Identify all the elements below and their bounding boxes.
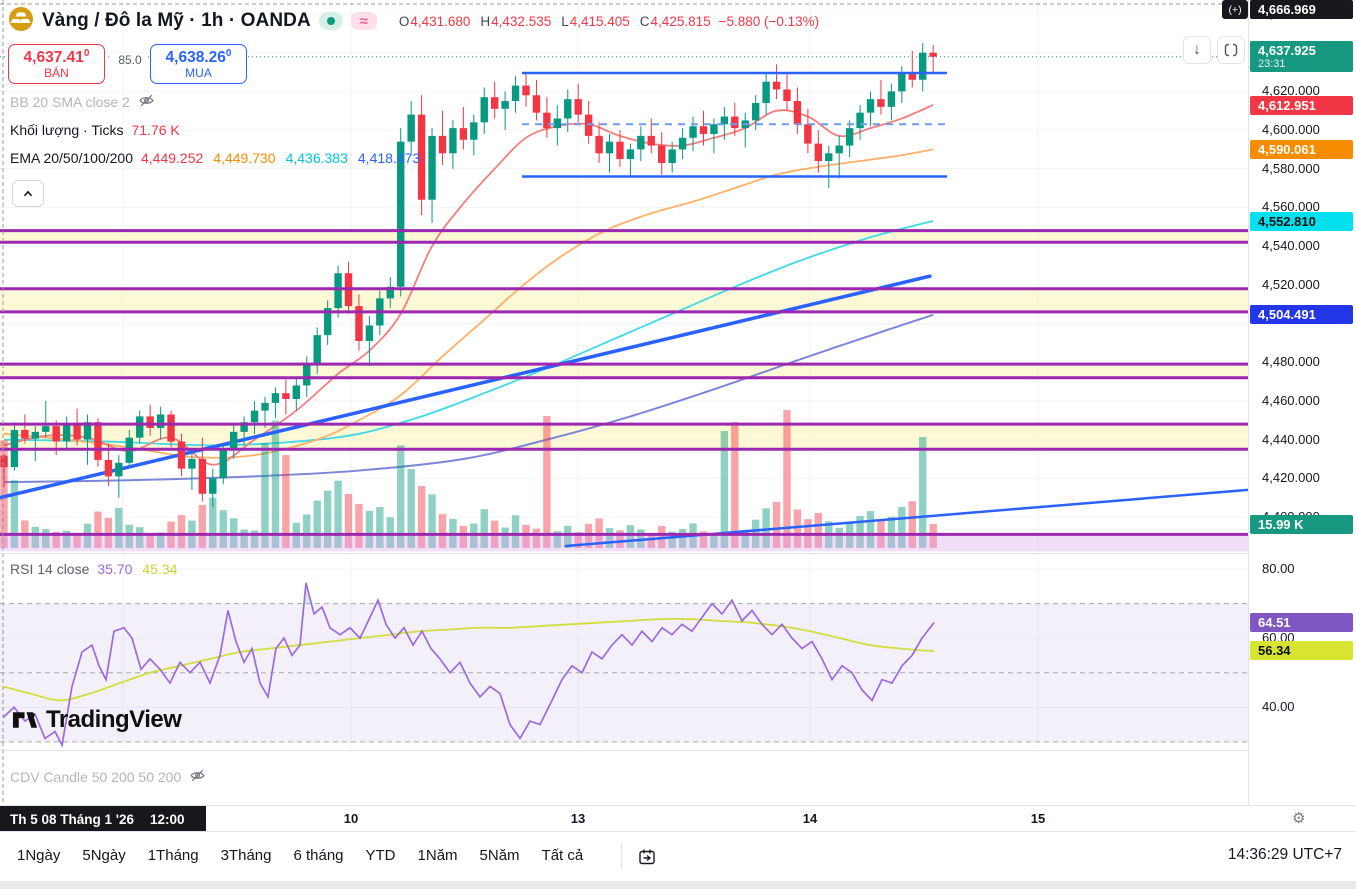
symbol-header: Vàng / Đô la Mỹ · 1h · OANDA ≈ O4,431.68…	[8, 6, 820, 37]
market-status-icon[interactable]	[318, 12, 343, 30]
cdv-label: CDV Candle 50 200 50 200	[10, 769, 182, 785]
ohlc-c: C4,425.815	[639, 13, 711, 29]
spread-value: 85.0	[112, 53, 148, 67]
price-badge: 4,666.969	[1250, 0, 1353, 19]
time-tick-10: 10	[343, 811, 359, 826]
legend-ema[interactable]: EMA 20/50/100/200 4,449.252 4,449.730 4,43…	[10, 149, 420, 167]
rsi-values: 35.70 45.34	[97, 561, 177, 577]
price-badge: 56.34	[1250, 641, 1353, 661]
price-tick: 4,600.000	[1262, 122, 1320, 138]
tradingview-logo-icon	[12, 712, 38, 728]
price-tick: 4,460.000	[1262, 392, 1320, 408]
range-button-5năm[interactable]: 5Năm	[479, 847, 520, 864]
change-value: −5.880 (−0.13%)	[718, 13, 820, 29]
price-tick: 4,540.000	[1262, 238, 1320, 254]
tradingview-logo: TradingView	[12, 706, 182, 734]
sell-button[interactable]: 4,637.410 BÁN	[8, 44, 105, 84]
ema-value-2: 4,436.383	[285, 150, 348, 166]
restore-panes-button[interactable]	[1217, 36, 1245, 64]
gear-icon[interactable]: ⚙	[1292, 810, 1306, 827]
range-button-3tháng[interactable]: 3Tháng	[220, 847, 272, 864]
eye-off-icon[interactable]	[138, 92, 155, 112]
oanda-gold-icon	[8, 6, 34, 37]
price-tick: 4,420.000	[1262, 470, 1320, 486]
time-tick-14: 14	[802, 811, 818, 826]
ema-value-1: 4,449.730	[213, 150, 276, 166]
ema-label: EMA 20/50/100/200	[10, 150, 133, 166]
price-tick: 4,480.000	[1262, 354, 1320, 370]
range-button-ytd[interactable]: YTD	[365, 847, 396, 864]
bb-label: BB 20 SMA close 2	[10, 94, 130, 110]
rsi-tick: 40.00	[1262, 699, 1295, 715]
symbol-title[interactable]: Vàng / Đô la Mỹ · 1h · OANDA	[42, 10, 311, 31]
rsi-label: RSI 14 close	[10, 561, 90, 577]
price-tick: 4,440.000	[1262, 431, 1320, 447]
rsi-value-1: 45.34	[142, 561, 178, 577]
time-tick-15: 15	[1030, 811, 1046, 826]
crosshair-date: Th 5 08 Tháng 1 '26	[10, 811, 134, 827]
price-scale[interactable]: 4,660.0004,620.0004,600.0004,580.0004,56…	[1248, 0, 1356, 805]
legend-cdv[interactable]: CDV Candle 50 200 50 200	[10, 768, 206, 786]
price-badge: 4,590.061	[1250, 139, 1353, 159]
price-badge: 4,637.925 23:31	[1250, 41, 1353, 73]
window-bottom-strip	[0, 881, 1356, 889]
range-button-1ngày[interactable]: 1Ngày	[17, 847, 61, 864]
scroll-to-recent-button[interactable]: ↓	[1183, 36, 1211, 64]
range-button-1tháng[interactable]: 1Tháng	[147, 847, 199, 864]
price-badge: 15.99 K	[1250, 514, 1353, 534]
price-tick: 4,520.000	[1262, 276, 1320, 292]
price-tick: 4,620.000	[1262, 83, 1320, 99]
bottom-toolbar: 1Ngày 5Ngày 1Tháng 3Tháng 6 tháng YTD 1Năm 5Năm…	[0, 831, 1356, 881]
price-badge: 4,612.951	[1250, 95, 1353, 115]
approx-price-icon[interactable]: ≈	[350, 12, 377, 30]
crosshair-time: 12:00	[150, 811, 185, 827]
ohlc-h: H4,432.535	[480, 13, 552, 29]
legend-volume[interactable]: Khối lượng · Ticks 71.76 K	[10, 121, 180, 139]
ema-values: 4,449.252 4,449.730 4,436.383 4,418.473	[141, 150, 420, 166]
volume-value: 71.76 K	[131, 122, 180, 138]
buy-label: MUA	[185, 66, 212, 80]
ema-value-3: 4,418.473	[357, 150, 421, 166]
collapse-legend-button[interactable]	[12, 180, 44, 207]
range-button-6-tháng[interactable]: 6 tháng	[293, 847, 344, 864]
date-range-group: 1Ngày 5Ngày 1Tháng 3Tháng 6 tháng YTD 1Năm 5Năm…	[6, 841, 594, 870]
go-to-date-calendar-icon[interactable]	[634, 845, 660, 869]
chart-canvas[interactable]: Vàng / Đô la Mỹ · 1h · OANDA ≈ O4,431.68…	[0, 0, 1248, 805]
add-alert-plus-chip[interactable]: (+)	[1222, 0, 1248, 19]
range-button-tất-cả[interactable]: Tất cả	[541, 847, 584, 864]
price-badge: 4,504.491	[1250, 305, 1353, 325]
session-clock[interactable]: 14:36:29 UTC+7	[1227, 846, 1342, 863]
ohlc-l: L4,415.405	[561, 13, 630, 29]
legend-rsi[interactable]: RSI 14 close 35.70 45.34	[10, 560, 177, 578]
crosshair-time-badge: Th 5 08 Tháng 1 '26 12:00	[0, 806, 206, 832]
volume-label: Khối lượng · Ticks	[10, 122, 124, 138]
ohlc-values: O4,431.680 H4,432.535 L4,415.405 C4,425.815	[399, 14, 711, 29]
time-tick-13: 13	[570, 811, 586, 826]
price-badge: 4,552.810	[1250, 211, 1353, 231]
pane-divider[interactable]	[0, 750, 1248, 751]
ema-value-0: 4,449.252	[141, 150, 204, 166]
range-button-1năm[interactable]: 1Năm	[417, 847, 458, 864]
range-button-5ngày[interactable]: 5Ngày	[82, 847, 126, 864]
toolbar-divider	[621, 843, 622, 869]
chart-plot[interactable]	[0, 0, 1248, 805]
sell-label: BÁN	[44, 66, 69, 80]
legend-bollinger[interactable]: BB 20 SMA close 2	[10, 93, 155, 111]
ohlc-o: O4,431.680	[398, 13, 471, 29]
time-axis[interactable]: Th 5 08 Tháng 1 '26 12:00 ⚙ 10 13 14 15	[0, 805, 1356, 832]
pane-divider[interactable]	[0, 553, 1248, 554]
rsi-value-0: 35.70	[97, 561, 133, 577]
price-tick: 4,580.000	[1262, 160, 1320, 176]
rsi-tick: 80.00	[1262, 561, 1295, 576]
price-tick: 4,560.000	[1262, 199, 1320, 215]
eye-off-icon[interactable]	[189, 767, 206, 787]
price-badge: 64.51	[1250, 613, 1353, 633]
buy-button[interactable]: 4,638.260 MUA	[150, 44, 247, 84]
